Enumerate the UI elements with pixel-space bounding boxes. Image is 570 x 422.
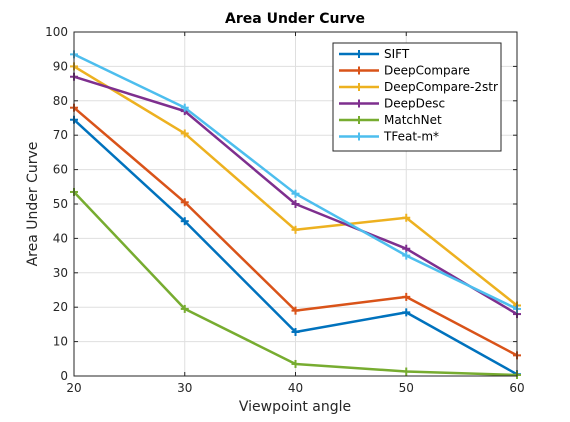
- x-tick-label: 50: [399, 381, 414, 395]
- legend-label: TFeat-m*: [383, 130, 439, 144]
- legend-marker: [355, 66, 363, 75]
- y-tick-label: 100: [45, 25, 68, 39]
- legend-marker: [355, 132, 363, 141]
- y-tick-label: 40: [53, 231, 68, 245]
- data-point: [291, 327, 300, 336]
- x-tick-label: 20: [66, 381, 81, 395]
- data-point: [291, 359, 300, 368]
- legend-label: DeepCompare: [384, 64, 470, 78]
- x-axis-label: Viewpoint angle: [239, 399, 351, 415]
- plot-frame: [73, 31, 518, 377]
- legend-marker: [355, 99, 363, 108]
- legend-marker: [355, 83, 363, 91]
- y-tick-label: 0: [60, 369, 68, 383]
- data-point: [402, 244, 411, 253]
- y-tick-label: 10: [53, 335, 68, 349]
- data-point: [180, 103, 189, 112]
- y-tick-label: 70: [53, 128, 68, 142]
- data-point: [402, 251, 411, 260]
- legend: SIFT DeepCompare DeepCompare-2str DeepDesc M…: [332, 42, 502, 152]
- data-point: [180, 198, 189, 207]
- data-point: [180, 129, 189, 138]
- x-axis-ticks: 20 30 40 50 60: [66, 32, 525, 395]
- data-point: [402, 367, 411, 376]
- legend-box: [332, 42, 502, 152]
- y-tick-label: 20: [53, 300, 68, 314]
- legend-entry: SIFT: [339, 47, 410, 61]
- y-tick-label: 30: [53, 266, 68, 280]
- legend-label: DeepCompare-2str: [384, 80, 498, 94]
- y-axis-label: Area Under Curve: [25, 142, 41, 267]
- data-point: [291, 225, 300, 234]
- y-tick-label: 80: [53, 94, 68, 108]
- data-point: [291, 306, 300, 315]
- y-tick-label: 50: [53, 197, 68, 211]
- data-point: [402, 308, 411, 317]
- series-tfeat-m: [70, 50, 521, 313]
- legend-label: DeepDesc: [384, 97, 445, 111]
- y-tick-label: 90: [53, 59, 68, 73]
- legend-entry: DeepCompare: [339, 64, 470, 78]
- data-point: [291, 189, 300, 198]
- legend-label: MatchNet: [384, 113, 442, 127]
- data-point: [402, 213, 411, 222]
- x-tick-label: 40: [288, 381, 303, 395]
- chart-title: Area Under Curve: [225, 11, 365, 27]
- legend-label: SIFT: [384, 47, 410, 61]
- data-point: [291, 200, 300, 208]
- legend-entry: MatchNet: [339, 113, 442, 127]
- data-point: [180, 304, 189, 313]
- x-tick-label: 30: [177, 381, 192, 395]
- y-tick-label: 60: [53, 163, 68, 177]
- legend-marker: [355, 116, 363, 124]
- legend-entry: DeepDesc: [339, 97, 445, 111]
- legend-marker: [355, 50, 363, 58]
- legend-entry: TFeat-m*: [339, 130, 439, 144]
- x-tick-label: 60: [509, 381, 524, 395]
- legend-entry: DeepCompare-2str: [339, 80, 498, 94]
- data-point: [402, 292, 411, 301]
- data-point: [180, 217, 189, 226]
